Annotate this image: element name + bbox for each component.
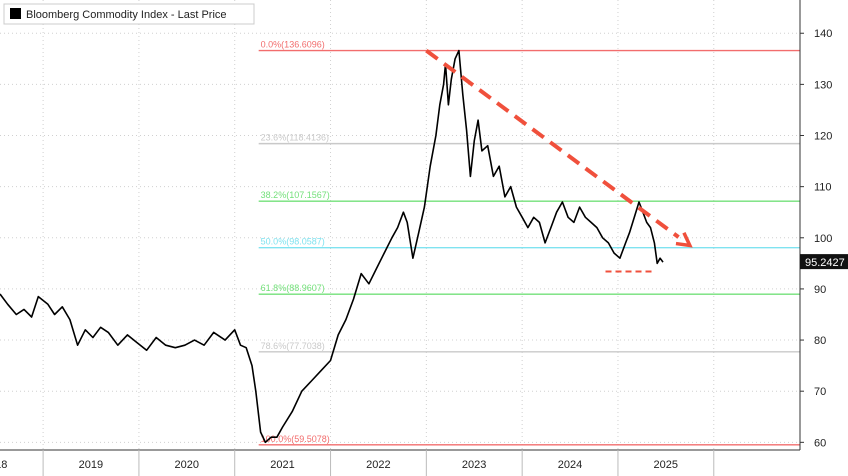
x-tick-label: 2022 xyxy=(366,459,390,471)
y-tick-label: 140 xyxy=(814,28,832,40)
last-price-tag: 95.2427 xyxy=(800,254,848,270)
fib-level-label: 0.0%(136.6096) xyxy=(261,40,325,50)
last-price-label: 95.2427 xyxy=(805,257,845,269)
legend: Bloomberg Commodity Index - Last Price xyxy=(3,3,255,25)
x-tick-label: 2020 xyxy=(174,459,198,471)
y-tick-label: 100 xyxy=(814,233,832,245)
annotations xyxy=(425,49,693,273)
x-axis: 2018 2019 2020 2021 2022 2023 2024 2025 xyxy=(0,450,715,476)
x-tick-label: 2025 xyxy=(654,459,678,471)
legend-label: Bloomberg Commodity Index - Last Price xyxy=(26,9,227,21)
y-tick-label: 60 xyxy=(814,437,826,449)
trend-arrow-head xyxy=(675,232,693,248)
y-tick-label: 80 xyxy=(814,335,826,347)
fib-level-label: 50.0%(98.0587) xyxy=(261,237,325,247)
fib-level-label: 100.0%(59.5078) xyxy=(261,434,330,444)
fibonacci-levels: 0.0%(136.6096) 23.6%(118.4136) 38.2%(107.1… xyxy=(258,40,800,446)
x-tick-label: 2023 xyxy=(462,459,486,471)
y-tick-label: 70 xyxy=(814,386,826,398)
fib-level-label: 61.8%(88.9607) xyxy=(261,283,325,293)
last-price-box xyxy=(800,254,848,270)
x-tick-label: 2018 xyxy=(0,459,7,471)
y-tick-label: 90 xyxy=(814,284,826,296)
x-tick-label: 2019 xyxy=(79,459,103,471)
trend-arrow-line xyxy=(425,49,680,239)
legend-swatch xyxy=(10,8,21,19)
grid xyxy=(0,0,800,450)
y-tick-label: 130 xyxy=(814,79,832,91)
x-tick-label: 2021 xyxy=(270,459,294,471)
fib-level-label: 78.6%(77.7038) xyxy=(261,341,325,351)
x-tick-label: 2024 xyxy=(558,459,582,471)
y-tick-label: 110 xyxy=(814,182,832,194)
fib-level-label: 23.6%(118.4136) xyxy=(261,133,329,143)
legend-box xyxy=(3,3,255,25)
price-series xyxy=(0,49,664,444)
y-axis: 60 70 80 90 100 110 120 130 140 xyxy=(800,28,832,449)
y-tick-label: 120 xyxy=(814,131,832,143)
price-line xyxy=(0,49,664,444)
fib-level-label: 38.2%(107.1567) xyxy=(261,190,330,200)
